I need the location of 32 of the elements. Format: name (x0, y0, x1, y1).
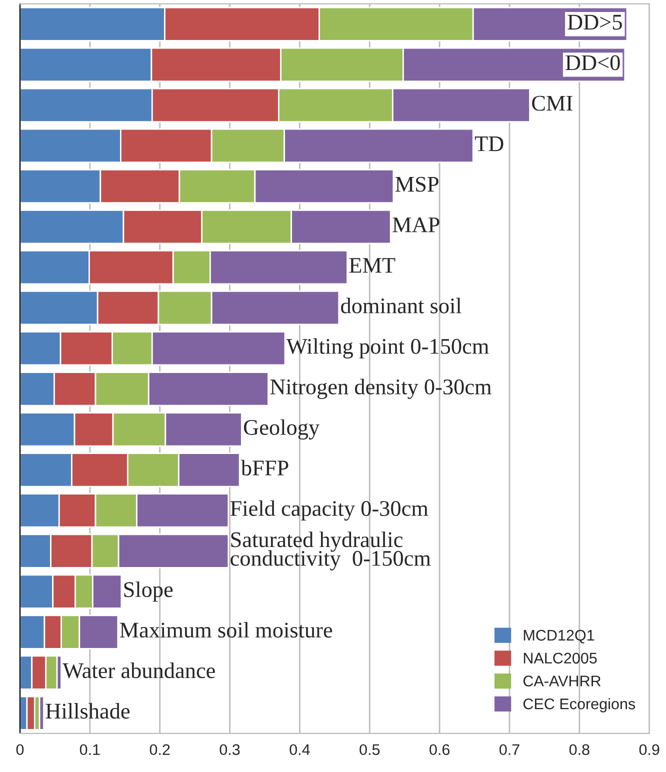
y-tick-label: Wilting point 0-150cm (286, 338, 489, 358)
y-tick-label: Saturated hydraulic conductivity 0-150cm (230, 532, 431, 570)
y-tick-label: Geology (244, 419, 320, 440)
legend-label: CEC Ecoregions (523, 698, 636, 712)
x-tick-label: 0.9 (639, 744, 660, 756)
x-tick-label: 0.7 (499, 744, 520, 756)
y-tick-label: Nitrogen density 0-30cm (270, 378, 492, 400)
y-tick-label: MSP (395, 176, 438, 192)
y-tick-label: Slope (124, 581, 173, 602)
y-tick-label: Field capacity 0-30cm (230, 500, 428, 521)
y-tick-label: bFFP (240, 460, 288, 476)
x-tick-label: 0.5 (360, 744, 380, 756)
legend-label: CA-AVHRR (523, 676, 601, 686)
y-tick-label: DD>5 (568, 14, 622, 30)
x-tick-label: 0.1 (80, 744, 100, 756)
x-tick-label: 0.6 (430, 744, 450, 756)
y-tick-label: CMI (532, 96, 572, 111)
x-tick-label: 0.4 (290, 744, 310, 756)
y-tick-label: TD (474, 136, 504, 152)
y-tick-label: Water abundance (62, 662, 215, 678)
y-tick-label: EMT (349, 258, 396, 273)
y-tick-label: MAP (392, 217, 440, 232)
x-tick-label: 0.3 (220, 744, 240, 756)
x-tick-label: 0.8 (569, 744, 590, 756)
legend-label: NALC2005 (524, 652, 597, 664)
y-tick-label: Hillshade (46, 703, 130, 719)
y-tick-label: dominant soil (341, 298, 462, 314)
y-tick-label: Maximum soil moisture (120, 622, 332, 638)
x-tick-label: 0 (16, 744, 24, 756)
legend-label: MCD12Q1 (524, 630, 594, 644)
x-tick-label: 0.2 (150, 744, 170, 756)
y-tick-label: DD<0 (566, 55, 620, 70)
